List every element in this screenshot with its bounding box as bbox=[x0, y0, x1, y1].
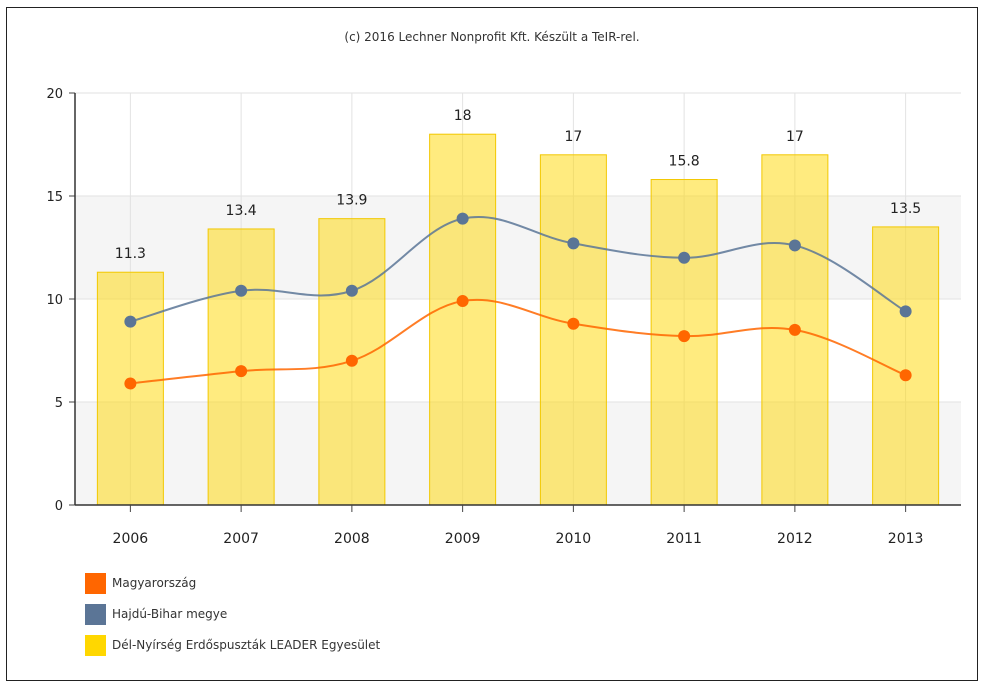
bar-label-2008: 13.9 bbox=[336, 193, 367, 209]
bar-label-2012: 17 bbox=[786, 129, 804, 145]
y-tick-label: 15 bbox=[46, 190, 63, 205]
point-1-2012 bbox=[788, 239, 801, 252]
legend-swatch-magyarorszag bbox=[85, 572, 106, 594]
legend-label-hajdu-bihar: Hajdú-Bihar megye bbox=[112, 607, 228, 621]
y-tick-label: 20 bbox=[46, 87, 63, 102]
point-0-2007 bbox=[235, 365, 248, 378]
point-0-2012 bbox=[788, 323, 801, 336]
point-1-2006 bbox=[124, 315, 137, 328]
point-0-2006 bbox=[124, 377, 137, 390]
y-tick-label: 0 bbox=[55, 499, 63, 514]
bar-2010 bbox=[539, 154, 607, 506]
y-tick-label: 10 bbox=[46, 293, 63, 308]
point-1-2008 bbox=[345, 284, 358, 297]
point-1-2007 bbox=[235, 284, 248, 297]
point-0-2010 bbox=[567, 317, 580, 330]
legend-item-magyarorszag[interactable]: Magyarország bbox=[85, 572, 380, 594]
bar-label-2011: 15.8 bbox=[669, 154, 700, 170]
legend-label-leader: Dél-Nyírség Erdőspuszták LEADER Egyesüle… bbox=[112, 638, 381, 652]
legend: Magyarország Hajdú-Bihar megye Dél-Nyírs… bbox=[85, 572, 381, 666]
x-tick-label-2008: 2008 bbox=[334, 531, 370, 547]
bar-label-2013: 13.5 bbox=[890, 201, 921, 217]
bar-2013 bbox=[872, 226, 940, 506]
point-0-2009 bbox=[456, 295, 469, 308]
bar-label-2007: 13.4 bbox=[226, 203, 257, 219]
x-tick-label-2010: 2010 bbox=[556, 531, 592, 547]
legend-label-magyarorszag: Magyarország bbox=[112, 576, 197, 590]
y-tick-label: 5 bbox=[55, 396, 63, 411]
point-1-2011 bbox=[678, 251, 691, 264]
bar-2011 bbox=[650, 179, 718, 506]
legend-swatch-leader bbox=[85, 634, 106, 656]
x-tick-label-2012: 2012 bbox=[777, 531, 813, 547]
x-tick-label-2013: 2013 bbox=[888, 531, 924, 547]
x-tick-label-2007: 2007 bbox=[223, 531, 259, 547]
point-0-2011 bbox=[678, 330, 691, 343]
point-1-2013 bbox=[899, 305, 912, 318]
line-series-1 bbox=[130, 216, 907, 323]
chart-credit: (c) 2016 Lechner Nonprofit Kft. Készült … bbox=[344, 30, 640, 44]
bar-label-2010: 17 bbox=[564, 129, 582, 145]
legend-item-hajdu-bihar[interactable]: Hajdú-Bihar megye bbox=[85, 603, 380, 625]
bar-label-2009: 18 bbox=[454, 108, 472, 124]
legend-item-leader[interactable]: Dél-Nyírség Erdőspuszták LEADER Egyesüle… bbox=[85, 634, 381, 656]
point-0-2013 bbox=[899, 369, 912, 382]
x-tick-label-2009: 2009 bbox=[445, 531, 481, 547]
x-tick-label-2011: 2011 bbox=[666, 531, 702, 547]
legend-swatch-hajdu-bihar bbox=[85, 603, 106, 625]
bar-label-2006: 11.3 bbox=[115, 246, 146, 262]
x-tick-label-2006: 2006 bbox=[113, 531, 149, 547]
point-1-2009 bbox=[456, 212, 469, 225]
point-1-2010 bbox=[567, 237, 580, 250]
bar-2009 bbox=[429, 133, 497, 506]
point-0-2008 bbox=[345, 354, 358, 367]
